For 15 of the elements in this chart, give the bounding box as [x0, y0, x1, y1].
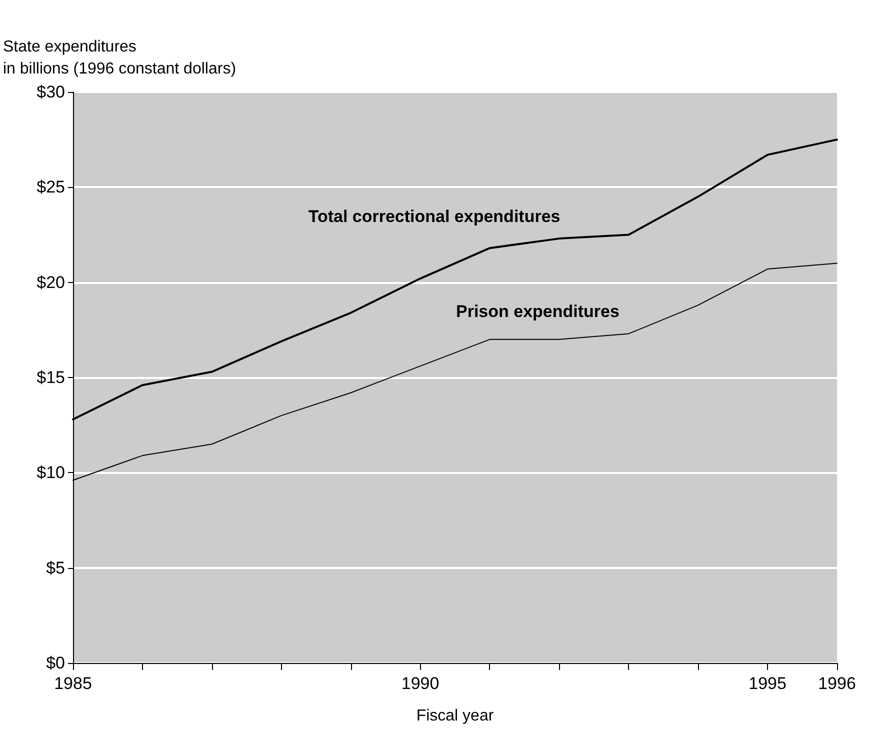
y-tick-label: $15: [36, 368, 65, 387]
y-tick-label: $10: [36, 463, 65, 482]
series-label: Total correctional expenditures: [308, 207, 560, 226]
series-label: Prison expenditures: [456, 302, 620, 321]
y-tick-label: $0: [46, 654, 65, 672]
y-axis-title: State expenditures in billions (1996 constant dollars): [3, 38, 236, 78]
y-tick-label: $30: [36, 82, 65, 102]
x-axis-title: Fiscal year: [416, 708, 494, 724]
x-tick-label: 1990: [401, 674, 440, 693]
x-tick-label: 1995: [748, 674, 786, 693]
y-tick-label: $5: [46, 558, 65, 578]
y-tick-label: $20: [36, 272, 65, 292]
x-tick-label: 1985: [54, 674, 92, 693]
x-tick-label: 1996: [818, 674, 856, 693]
y-tick-label: $25: [36, 178, 65, 197]
